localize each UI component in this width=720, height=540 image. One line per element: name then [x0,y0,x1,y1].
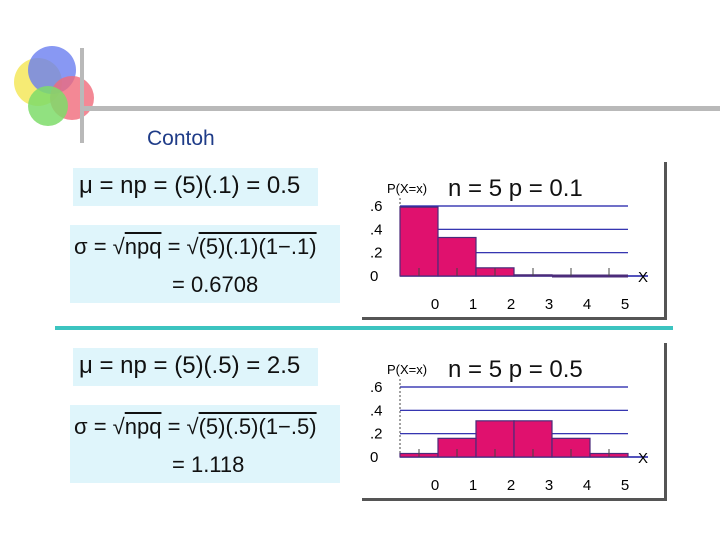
sd-prefix: σ = [74,234,113,259]
chart-title: n = 5 p = 0.1 [448,175,583,202]
mean-formula-bottom: μ = np = (5)(.5) = 2.5 [79,352,301,379]
mean-formula-top: μ = np = (5)(.1) = 0.5 [79,172,301,199]
x-tick-label: 4 [583,296,591,313]
binomial-chart-svg-p01: P(X=x) n = 5 p = 0.1 .6 .4 .2 0 X 0 1 2 3 4 5 [370,175,648,313]
y-axis-label: P(X=x) [387,362,427,377]
y-tick-label: 0 [370,449,378,466]
x-tick-label: 4 [583,477,591,494]
y-tick-label: .4 [370,221,383,238]
sd-formula-box-top: σ = √npq = √(5)(.1)(1−.1) = 0.6708 [70,225,340,303]
binomial-chart-svg-p05: P(X=x) n = 5 p = 0.5 .6 .4 .2 0 X 0 1 2 3 4 5 [370,356,648,494]
x-axis-label: X [638,450,648,467]
mean-formula-box-top: μ = np = (5)(.1) = 0.5 [73,168,318,206]
sd-rad2: (5)(.5)(1−.5) [198,414,317,439]
circle-green [28,86,68,126]
binomial-chart-p05: P(X=x) n = 5 p = 0.5 .6 .4 .2 0 X 0 1 2 3 4 5 [362,343,667,501]
decor-horizontal-line [82,106,720,111]
y-tick-label: .6 [370,198,383,215]
sd-rad1: npq [124,234,162,259]
y-tick-label: .4 [370,402,383,419]
sd-rad1: npq [124,414,162,439]
x-tick-label: 0 [431,477,439,494]
slide-title: Contoh [147,127,215,150]
x-tick-label: 3 [545,296,553,313]
x-axis-label: X [638,269,648,286]
y-tick-label: 0 [370,268,378,285]
mean-formula-box-bottom: μ = np = (5)(.5) = 2.5 [73,348,318,386]
x-tick-label: 3 [545,477,553,494]
y-tick-label: .2 [370,426,383,443]
sd-result-top: = 0.6708 [172,272,259,297]
decor-vertical-line [80,48,84,143]
x-tick-label: 1 [469,477,477,494]
section-divider [55,326,673,330]
sd-rad2: (5)(.1)(1−.1) [198,234,317,259]
binomial-chart-p01: P(X=x) n = 5 p = 0.1 .6 .4 .2 0 X 0 1 2 3 4 5 [362,162,667,320]
sd-formula-box-bottom: σ = √npq = √(5)(.5)(1−.5) = 1.118 [70,405,340,483]
x-tick-label: 2 [507,296,515,313]
sd-formula-top: σ = √npq = √(5)(.1)(1−.1) [74,234,317,259]
y-tick-label: .6 [370,379,383,396]
sd-formula-bottom: σ = √npq = √(5)(.5)(1−.5) [74,414,317,439]
sd-result-bottom: = 1.118 [172,452,245,477]
sd-prefix: σ = [74,414,113,439]
sd-mid: = [161,234,187,259]
x-tick-label: 2 [507,477,515,494]
y-tick-label: .2 [370,245,383,262]
x-tick-label: 5 [621,477,629,494]
chart-title: n = 5 p = 0.5 [448,356,583,383]
decorative-circles-logo [14,46,94,126]
x-tick-label: 5 [621,296,629,313]
x-tick-label: 0 [431,296,439,313]
x-tick-label: 1 [469,296,477,313]
sd-mid: = [161,414,187,439]
bar-0 [399,206,439,277]
y-axis-label: P(X=x) [387,181,427,196]
